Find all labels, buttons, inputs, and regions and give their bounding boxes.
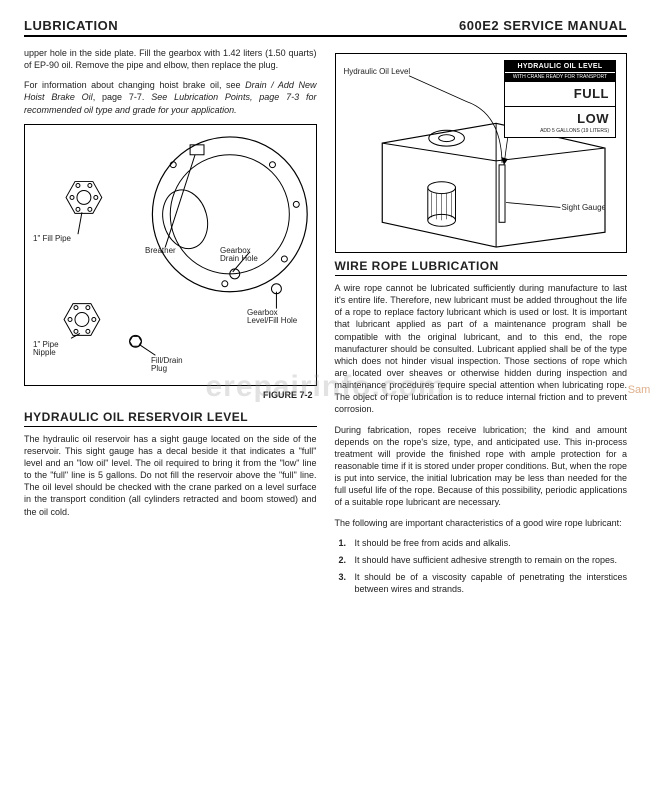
paragraph-hydraulic-reservoir: The hydraulic oil reservoir has a sight … [24, 433, 317, 518]
decal-full: FULL [574, 86, 609, 101]
list-item: 1. It should be free from acids and alka… [339, 537, 628, 549]
label-pipe-nipple: 1" Pipe Nipple [33, 341, 59, 357]
label-fill-drain-plug: Fill/Drain Plug [151, 357, 183, 373]
figure-reservoir: HYDRAULIC OIL LEVEL WITH CRANE READY FOR… [335, 53, 628, 253]
lubricant-characteristics-list: 1. It should be free from acids and alka… [339, 537, 628, 596]
oil-level-decal: HYDRAULIC OIL LEVEL WITH CRANE READY FOR… [504, 60, 616, 138]
list-item: 3. It should be of a viscosity capable o… [339, 571, 628, 595]
label-hydraulic-oil-level: Hydraulic Oil Level [344, 68, 411, 76]
paragraph-brake-oil-ref: For information about changing hoist bra… [24, 79, 317, 115]
decal-title: HYDRAULIC OIL LEVEL [505, 61, 615, 72]
gearbox-diagram-svg [25, 125, 316, 385]
paragraph-wire-rope-3: The following are important characterist… [335, 517, 628, 529]
header-right: 600E2 SERVICE MANUAL [459, 18, 627, 33]
label-breather: Breather [145, 247, 176, 255]
decal-low-sub: ADD 5 GALLONS (19 LITERS) [511, 128, 609, 134]
decal-subtitle: WITH CRANE READY FOR TRANSPORT [505, 72, 615, 82]
label-gearbox-level: Gearbox Level/Fill Hole [247, 309, 297, 325]
paragraph-wire-rope-1: A wire rope cannot be lubricated suffici… [335, 282, 628, 416]
paragraph-gearbox-fill: upper hole in the side plate. Fill the g… [24, 47, 317, 71]
decal-low: LOW [577, 111, 609, 126]
header-left: LUBRICATION [24, 18, 118, 33]
label-fill-pipe: 1" Fill Pipe [33, 235, 71, 243]
figure-7-2: 1" Fill Pipe Breather Gearbox Drain Hole… [24, 124, 317, 386]
section-heading-wire-rope: WIRE ROPE LUBRICATION [335, 259, 628, 276]
label-gearbox-drain: Gearbox Drain Hole [220, 247, 258, 263]
page-header: LUBRICATION 600E2 SERVICE MANUAL [24, 18, 627, 37]
two-column-layout: upper hole in the side plate. Fill the g… [24, 47, 627, 600]
list-item: 2. It should have sufficient adhesive st… [339, 554, 628, 566]
right-column: HYDRAULIC OIL LEVEL WITH CRANE READY FOR… [335, 47, 628, 600]
label-sight-gauge: Sight Gauge [562, 204, 606, 212]
left-column: upper hole in the side plate. Fill the g… [24, 47, 317, 600]
section-heading-hydraulic-reservoir: HYDRAULIC OIL RESERVOIR LEVEL [24, 410, 317, 427]
sample-watermark: Sample [628, 384, 651, 396]
figure-7-2-caption: FIGURE 7-2 [24, 390, 313, 400]
paragraph-wire-rope-2: During fabrication, ropes receive lubric… [335, 424, 628, 509]
